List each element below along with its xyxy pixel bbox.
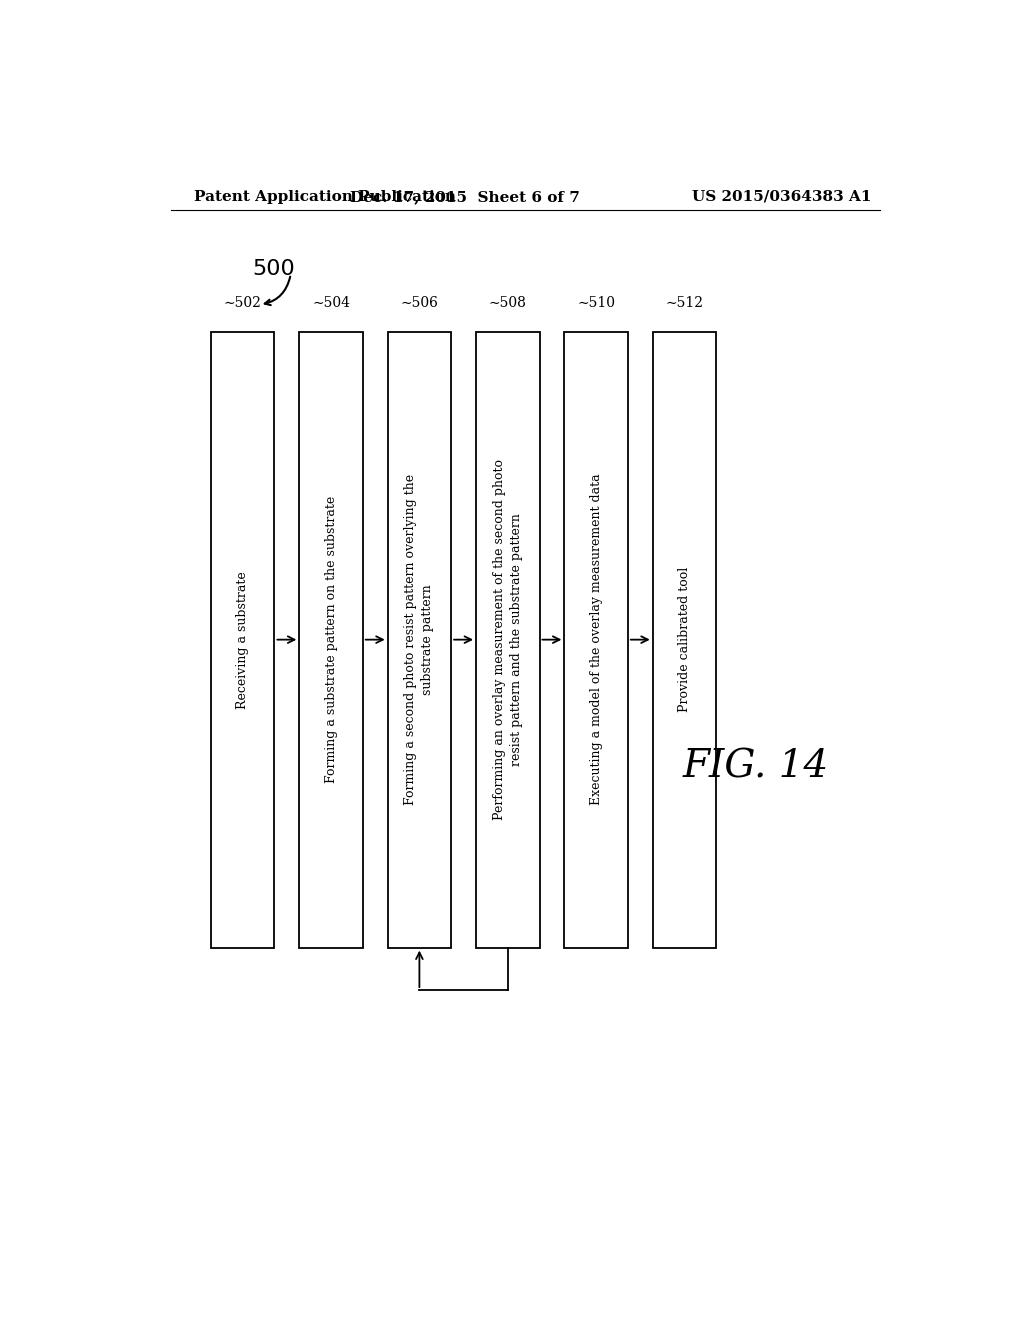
Text: ∼508: ∼508 [488, 296, 526, 310]
Text: Forming a substrate pattern on the substrate: Forming a substrate pattern on the subst… [325, 496, 338, 783]
Text: ∼504: ∼504 [312, 296, 350, 310]
Text: Forming a second photo resist pattern overlying the
substrate pattern: Forming a second photo resist pattern ov… [404, 474, 434, 805]
Text: Performing an overlay measurement of the second photo
resist pattern and the sub: Performing an overlay measurement of the… [493, 459, 522, 820]
Text: ∼510: ∼510 [578, 296, 615, 310]
Text: ∼512: ∼512 [666, 296, 703, 310]
Text: 500: 500 [252, 259, 295, 279]
Bar [652, 331, 716, 948]
Bar [388, 331, 452, 948]
Text: Provide calibrated tool: Provide calibrated tool [678, 568, 691, 713]
Text: FIG. 14: FIG. 14 [683, 748, 828, 785]
Text: ∼506: ∼506 [400, 296, 438, 310]
Text: Executing a model of the overlay measurement data: Executing a model of the overlay measure… [590, 474, 602, 805]
Text: Dec. 17, 2015  Sheet 6 of 7: Dec. 17, 2015 Sheet 6 of 7 [350, 190, 580, 203]
Text: US 2015/0364383 A1: US 2015/0364383 A1 [692, 190, 872, 203]
Bar [211, 331, 274, 948]
Text: ∼502: ∼502 [224, 296, 262, 310]
Bar [564, 331, 628, 948]
Text: Receiving a substrate: Receiving a substrate [237, 570, 249, 709]
Bar [476, 331, 540, 948]
Bar [299, 331, 362, 948]
Text: Patent Application Publication: Patent Application Publication [194, 190, 456, 203]
